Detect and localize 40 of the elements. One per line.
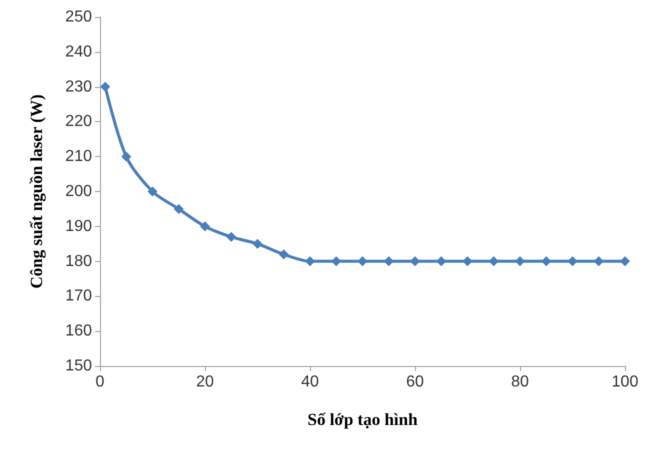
y-tick-label: 250 bbox=[65, 8, 92, 26]
y-tick-label: 220 bbox=[65, 113, 92, 130]
point bbox=[200, 221, 210, 232]
y-tick-label: 240 bbox=[65, 43, 92, 60]
point bbox=[278, 249, 289, 260]
y-axis-title: Công suất nguồn laser (W) bbox=[27, 94, 46, 289]
point bbox=[568, 256, 578, 266]
point bbox=[331, 256, 342, 266]
point bbox=[541, 256, 552, 266]
y-tick-label: 190 bbox=[65, 218, 92, 235]
point bbox=[226, 232, 236, 242]
x-tick-label: 80 bbox=[511, 374, 529, 390]
y-tick-label: 150 bbox=[65, 358, 92, 374]
y-tick-label: 170 bbox=[65, 288, 92, 305]
point bbox=[252, 238, 262, 249]
y-tick-label: 200 bbox=[65, 183, 92, 200]
point bbox=[515, 256, 525, 266]
y-tick-label: 180 bbox=[65, 252, 92, 270]
x-tick-label: 40 bbox=[301, 374, 319, 390]
point bbox=[305, 256, 315, 266]
y-tick-label: 230 bbox=[65, 78, 92, 96]
point bbox=[121, 152, 132, 162]
point bbox=[436, 256, 446, 266]
point bbox=[358, 256, 368, 266]
point bbox=[174, 204, 184, 214]
y-tick-label: 210 bbox=[65, 148, 92, 166]
point bbox=[410, 256, 420, 266]
x-tick-label: 100 bbox=[612, 374, 638, 390]
point bbox=[100, 82, 110, 92]
x-tick-label: 0 bbox=[96, 374, 105, 390]
point bbox=[488, 256, 499, 266]
point bbox=[594, 256, 604, 266]
y-tick-label: 160 bbox=[65, 322, 92, 340]
x-axis-title: Số lớp tạo hình bbox=[307, 410, 418, 429]
point bbox=[620, 256, 630, 266]
point bbox=[462, 256, 472, 266]
point bbox=[148, 186, 158, 196]
point bbox=[384, 256, 394, 266]
x-tick-label: 60 bbox=[406, 374, 424, 390]
x-tick-label: 20 bbox=[196, 374, 214, 390]
